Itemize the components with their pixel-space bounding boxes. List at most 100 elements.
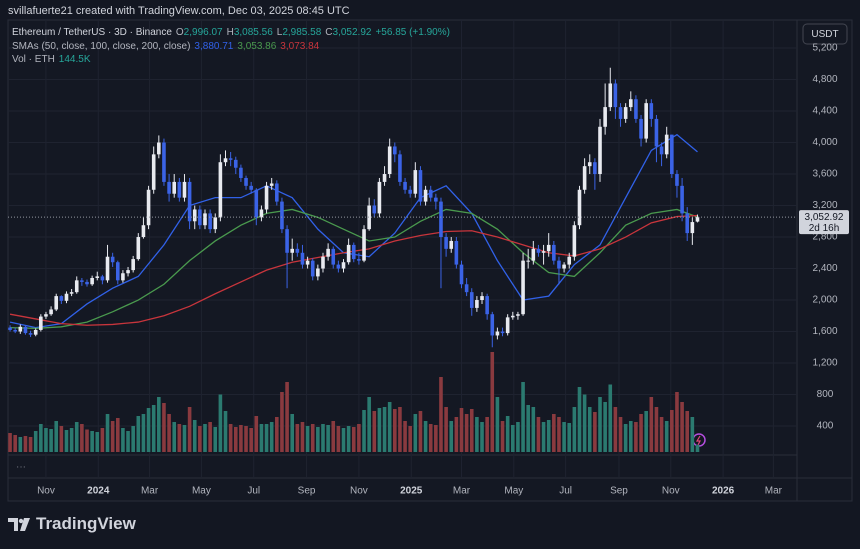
candle-body xyxy=(490,314,495,336)
candle-body xyxy=(264,185,269,210)
volume-bar xyxy=(203,424,207,452)
volume-bar xyxy=(449,421,454,452)
volume-bar xyxy=(603,402,607,452)
candle-body xyxy=(367,205,371,230)
x-tick-label: Nov xyxy=(662,486,680,497)
volume-bar xyxy=(418,411,423,452)
volume-bar xyxy=(146,408,151,452)
volume-bar xyxy=(228,424,233,452)
candle-body xyxy=(541,251,546,253)
candle-body xyxy=(187,181,192,222)
volume-bar xyxy=(464,414,469,452)
volume-bar xyxy=(192,420,197,452)
volume-bar xyxy=(382,407,387,452)
volume-bar xyxy=(608,384,613,452)
volume-bar xyxy=(28,437,33,452)
candle-body xyxy=(495,331,500,336)
ohlc-value: 3,052.92 xyxy=(332,27,372,38)
candle-body xyxy=(115,262,120,281)
candle-body xyxy=(675,174,679,186)
volume-bar xyxy=(695,444,700,452)
candle-body xyxy=(628,99,633,108)
volume-bar xyxy=(690,417,695,452)
candle-body xyxy=(295,248,300,253)
volume-bar xyxy=(300,422,305,452)
candle-body xyxy=(95,276,100,278)
volume-bar xyxy=(444,407,448,452)
volume-bar xyxy=(157,397,161,452)
volume-bar xyxy=(95,432,100,452)
candle-body xyxy=(336,264,341,269)
candle-body xyxy=(285,229,289,253)
candle-body xyxy=(203,213,207,226)
volume-bar xyxy=(434,425,438,452)
x-tick-label: Jul xyxy=(559,486,572,497)
volume-bar xyxy=(572,407,577,452)
candle-body xyxy=(685,213,690,234)
volume-bar xyxy=(413,414,418,452)
x-tick-label: Nov xyxy=(350,486,368,497)
candle-body xyxy=(275,183,279,202)
volume-bar xyxy=(593,412,597,452)
volume-bar xyxy=(680,402,684,452)
ohlc-item: L2,985.58 xyxy=(277,27,322,38)
candle-body xyxy=(126,270,130,274)
volume-bar xyxy=(480,422,484,452)
volume-bar xyxy=(280,392,284,452)
candle-body xyxy=(454,240,459,265)
candle-body xyxy=(608,83,613,108)
y-tick-label: 2,800 xyxy=(812,232,837,243)
candle-body xyxy=(393,146,397,155)
volume-bar xyxy=(151,405,156,452)
candle-body xyxy=(80,280,84,282)
candle-body xyxy=(413,170,418,194)
candle-body xyxy=(351,244,356,260)
candle-body xyxy=(562,264,566,269)
brand-logo xyxy=(8,518,30,531)
volume-legend: Vol · ETH 144.5K xyxy=(12,54,91,65)
candle-body xyxy=(593,162,597,175)
candle-body xyxy=(546,244,551,252)
candle-body xyxy=(141,225,146,238)
pane-menu[interactable]: ··· xyxy=(16,462,26,473)
volume-bar xyxy=(198,426,202,452)
candle-body xyxy=(613,83,618,108)
volume-bar xyxy=(485,417,489,452)
candle-body xyxy=(136,237,141,260)
volume-bars xyxy=(8,352,700,452)
sma-line xyxy=(9,214,698,326)
candle-body xyxy=(74,280,79,293)
y-tick-label: 2,400 xyxy=(812,263,837,274)
candle-body xyxy=(146,189,151,226)
volume-bar xyxy=(500,421,505,452)
volume-bar xyxy=(23,436,28,452)
candle-body xyxy=(403,181,407,190)
volume-bar xyxy=(526,405,530,452)
candle-body xyxy=(18,326,23,332)
volume-bar xyxy=(634,422,638,452)
x-tick-label: May xyxy=(504,486,523,497)
volume-bar xyxy=(167,414,171,452)
volume-bar xyxy=(59,426,64,452)
candle-body xyxy=(387,146,392,175)
volume-bar xyxy=(121,428,125,452)
volume-bar xyxy=(44,428,48,452)
candle-body xyxy=(639,118,643,139)
candle-body xyxy=(239,167,243,178)
volume-bar xyxy=(377,408,382,452)
x-tick-label: 2025 xyxy=(400,486,423,497)
candle-body xyxy=(13,329,17,332)
volume-bar xyxy=(510,425,515,452)
candle-body xyxy=(526,260,530,262)
candle-body xyxy=(157,142,161,155)
volume-bar xyxy=(275,417,279,452)
candle-body xyxy=(69,292,74,294)
volume-bar xyxy=(372,411,377,452)
candle-body xyxy=(213,217,218,230)
x-tick-label: 2024 xyxy=(87,486,110,497)
candle-body xyxy=(598,126,602,175)
volume-bar xyxy=(351,427,356,452)
ohlc-key: O xyxy=(175,27,184,38)
candle-body xyxy=(659,146,664,155)
